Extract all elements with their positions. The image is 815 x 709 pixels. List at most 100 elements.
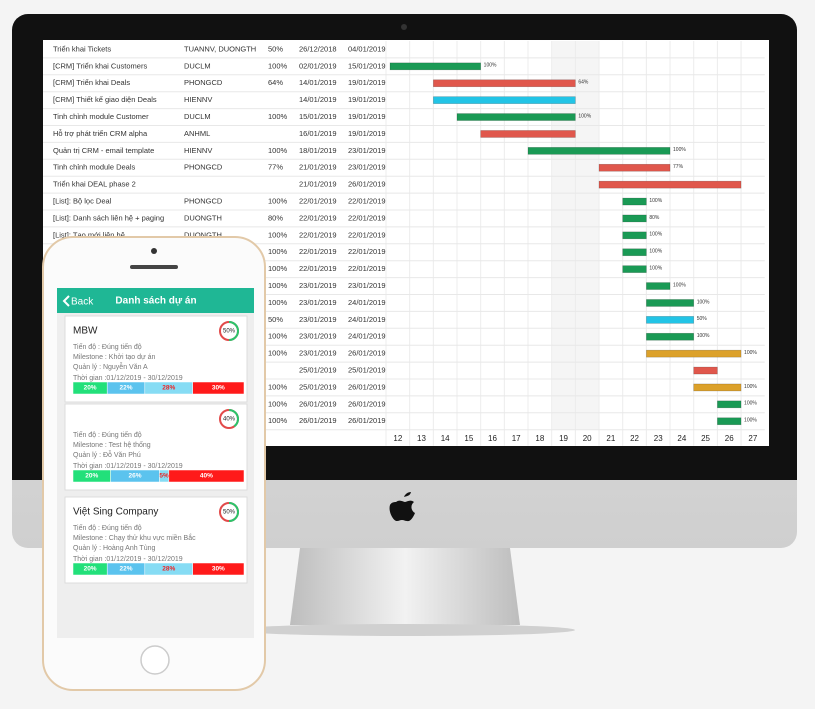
task-bar xyxy=(622,265,647,273)
back-button[interactable]: Back xyxy=(71,297,94,308)
bar-label: 80% xyxy=(649,215,660,221)
bar-label: 100% xyxy=(744,384,757,390)
bar-label: 100% xyxy=(744,350,757,356)
progress-percent: 50% xyxy=(223,329,236,335)
info-line: Quản lý : Hoàng Anh Tùng xyxy=(73,545,155,552)
start-date: 22/01/2019 xyxy=(299,213,337,222)
task-name: Tinh chỉnh module Deals xyxy=(53,163,136,172)
task-name: Triển khai Tickets xyxy=(53,44,111,53)
progress: 50% xyxy=(268,44,283,53)
day-label: 17 xyxy=(512,434,521,443)
bar-label: 100% xyxy=(673,147,686,153)
task-bar xyxy=(646,282,671,290)
owner: DUONGTH xyxy=(184,213,222,222)
bar-label: 100% xyxy=(744,418,757,424)
segment-label: 20% xyxy=(85,473,98,480)
progress: 100% xyxy=(268,197,288,206)
day-label: 21 xyxy=(606,434,615,443)
progress: 100% xyxy=(268,298,288,307)
task-name: [CRM] Triển khai Deals xyxy=(53,78,130,87)
segment-label: 22% xyxy=(120,385,133,392)
start-date: 23/01/2019 xyxy=(299,315,337,324)
task-name: Quản trị CRM - email template xyxy=(53,146,154,155)
progress: 100% xyxy=(268,61,288,70)
segment-label: 40% xyxy=(200,473,213,480)
bar-label: 77% xyxy=(673,164,684,170)
task-bar xyxy=(389,62,481,71)
progress-segment xyxy=(168,469,245,483)
progress: 100% xyxy=(268,247,288,256)
end-date: 26/01/2019 xyxy=(348,399,386,408)
info-line: Milestone : Khởi tạo dự án xyxy=(73,353,156,361)
bar-label: 100% xyxy=(673,282,686,288)
progress: 50% xyxy=(268,315,283,324)
phone: Back Danh sách dự án MBW 50% Tiến độ : Đún… xyxy=(42,236,266,691)
end-date: 22/01/2019 xyxy=(348,264,386,273)
end-date: 22/01/2019 xyxy=(348,247,386,256)
progress-arc xyxy=(228,409,239,428)
start-date: 16/01/2019 xyxy=(299,129,337,138)
day-label: 25 xyxy=(701,434,710,443)
segment-label: 22% xyxy=(120,566,133,573)
end-date: 22/01/2019 xyxy=(348,213,386,222)
bar-label: 100% xyxy=(578,113,591,119)
info-line: Tiến độ : Đúng tiến độ xyxy=(73,342,142,351)
progress: 100% xyxy=(268,382,288,391)
owner: TUANNV, DUONGTH xyxy=(184,44,256,53)
end-date: 19/01/2019 xyxy=(348,78,386,87)
bar-label: 100% xyxy=(484,63,497,69)
task-bar xyxy=(527,147,671,155)
owner: PHONGCD xyxy=(184,197,223,206)
segment-label: 5% xyxy=(159,473,169,480)
task-bar xyxy=(456,113,576,121)
progress-arc xyxy=(228,321,239,341)
owner: DUCLM xyxy=(184,112,211,121)
start-date: 18/01/2019 xyxy=(299,146,337,155)
owner: DUONGTH xyxy=(184,230,222,239)
project-name: Việt Sing Company xyxy=(73,507,158,518)
progress-arc xyxy=(228,502,239,522)
info-line: Tiến độ : Đúng tiến độ xyxy=(73,523,142,532)
day-label: 22 xyxy=(630,434,639,443)
segment-label: 20% xyxy=(84,385,97,392)
progress: 100% xyxy=(268,332,288,341)
progress: 100% xyxy=(268,146,288,155)
end-date: 26/01/2019 xyxy=(348,382,386,391)
task-bar xyxy=(433,79,576,88)
task-bar xyxy=(622,248,647,257)
start-date: 14/01/2019 xyxy=(299,78,337,87)
owner: HIENNV xyxy=(184,146,212,155)
day-label: 20 xyxy=(583,434,592,443)
day-label: 24 xyxy=(677,434,686,443)
start-date: 23/01/2019 xyxy=(299,349,337,358)
start-date: 14/01/2019 xyxy=(299,95,337,104)
start-date: 26/01/2019 xyxy=(299,416,337,425)
info-line: Thời gian :01/12/2019 - 30/12/2019 xyxy=(73,375,183,382)
task-name: Triển khai DEAL phase 2 xyxy=(53,180,136,189)
day-label: 16 xyxy=(488,434,497,443)
task-bar xyxy=(693,366,718,375)
day-label: 15 xyxy=(464,434,473,443)
day-label: 19 xyxy=(559,434,568,443)
progress: 100% xyxy=(268,112,288,121)
task-name: [List]: Tạo mới liên hệ xyxy=(53,230,125,239)
task-bar xyxy=(622,197,647,206)
task-bar xyxy=(433,96,576,104)
info-line: Quản lý : Đỗ Văn Phú xyxy=(73,450,141,459)
progress-percent: 40% xyxy=(223,417,236,423)
end-date: 23/01/2019 xyxy=(348,146,386,155)
task-bar xyxy=(646,332,695,341)
end-date: 24/01/2019 xyxy=(348,332,386,341)
bar-label: 100% xyxy=(744,401,757,407)
progress-segment xyxy=(192,381,245,395)
day-label: 26 xyxy=(725,434,734,443)
bar-label: 100% xyxy=(697,333,710,339)
end-date: 24/01/2019 xyxy=(348,315,386,324)
task-bar xyxy=(646,316,695,324)
task-name: [List]: Danh sách liên hệ + paging xyxy=(53,213,164,222)
task-name: [List]: Bộ lọc Deal xyxy=(53,197,112,206)
day-label: 13 xyxy=(417,434,426,443)
start-date: 23/01/2019 xyxy=(299,298,337,307)
bar-label: 50% xyxy=(697,316,708,322)
